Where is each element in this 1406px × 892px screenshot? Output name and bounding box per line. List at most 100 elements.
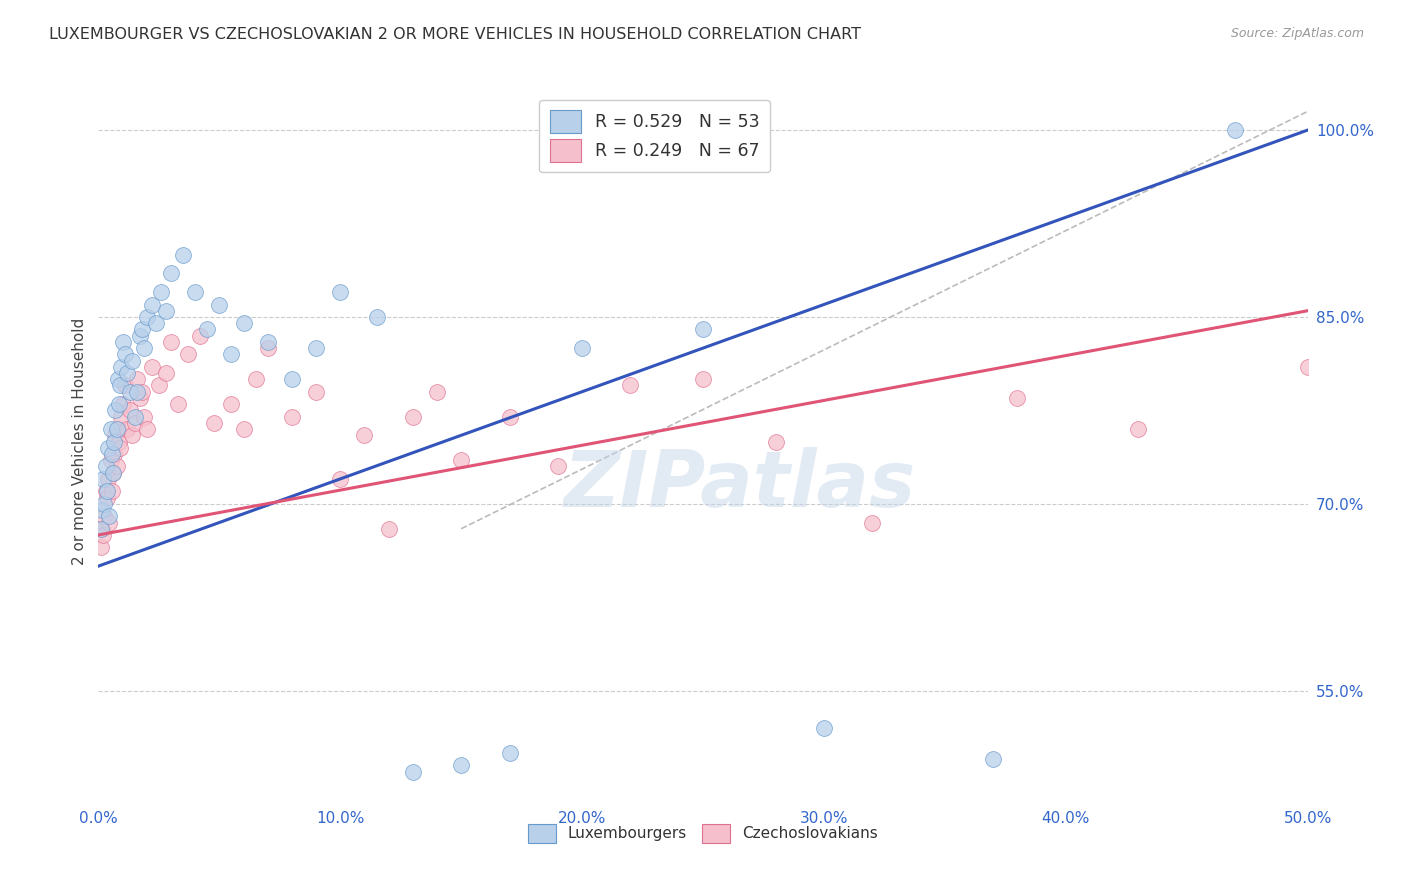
Point bbox=[121, 353, 143, 368]
Point bbox=[131, 322, 153, 336]
Point bbox=[131, 384, 153, 399]
Point bbox=[232, 316, 254, 330]
Point bbox=[232, 422, 254, 436]
Point bbox=[117, 422, 139, 436]
Point bbox=[141, 297, 163, 311]
Point bbox=[91, 472, 114, 486]
Point bbox=[134, 409, 156, 424]
Point bbox=[108, 434, 131, 449]
Point bbox=[377, 522, 399, 536]
Point bbox=[498, 409, 520, 424]
Point bbox=[426, 384, 449, 399]
Point bbox=[97, 441, 120, 455]
Text: ZIPatlas: ZIPatlas bbox=[564, 447, 915, 523]
Point bbox=[450, 758, 472, 772]
Point bbox=[141, 359, 163, 374]
Point bbox=[148, 378, 170, 392]
Point bbox=[1344, 665, 1367, 679]
Point bbox=[145, 316, 167, 330]
Point bbox=[108, 397, 131, 411]
Point bbox=[155, 303, 177, 318]
Point bbox=[208, 297, 231, 311]
Point bbox=[124, 409, 146, 424]
Point bbox=[329, 472, 352, 486]
Point bbox=[98, 516, 121, 530]
Point bbox=[571, 341, 593, 355]
Point bbox=[619, 378, 641, 392]
Point bbox=[93, 509, 115, 524]
Point bbox=[245, 372, 267, 386]
Y-axis label: 2 or more Vehicles in Household: 2 or more Vehicles in Household bbox=[72, 318, 87, 566]
Point bbox=[155, 366, 177, 380]
Point bbox=[184, 285, 207, 299]
Point bbox=[128, 328, 150, 343]
Point bbox=[96, 484, 118, 499]
Text: LUXEMBOURGER VS CZECHOSLOVAKIAN 2 OR MORE VEHICLES IN HOUSEHOLD CORRELATION CHAR: LUXEMBOURGER VS CZECHOSLOVAKIAN 2 OR MOR… bbox=[49, 27, 862, 42]
Point bbox=[204, 416, 226, 430]
Point bbox=[105, 422, 128, 436]
Point bbox=[498, 746, 520, 760]
Point bbox=[450, 453, 472, 467]
Point bbox=[281, 372, 304, 386]
Point bbox=[118, 384, 141, 399]
Point bbox=[100, 447, 122, 461]
Point bbox=[124, 416, 146, 430]
Point bbox=[100, 453, 122, 467]
Point bbox=[121, 428, 143, 442]
Point bbox=[108, 441, 131, 455]
Point bbox=[103, 434, 125, 449]
Point bbox=[221, 347, 243, 361]
Point bbox=[104, 428, 127, 442]
Point bbox=[91, 528, 114, 542]
Point bbox=[135, 310, 157, 324]
Point bbox=[100, 484, 122, 499]
Point bbox=[107, 422, 129, 436]
Point bbox=[172, 248, 194, 262]
Point bbox=[111, 334, 134, 349]
Point bbox=[105, 459, 128, 474]
Point bbox=[547, 459, 569, 474]
Point bbox=[692, 322, 714, 336]
Point bbox=[1128, 422, 1150, 436]
Point bbox=[96, 491, 118, 505]
Point bbox=[402, 764, 425, 779]
Point bbox=[127, 384, 149, 399]
Point bbox=[981, 752, 1004, 766]
Point bbox=[167, 397, 190, 411]
Point bbox=[110, 359, 132, 374]
Point bbox=[127, 372, 149, 386]
Point bbox=[117, 366, 139, 380]
Point bbox=[692, 372, 714, 386]
Point bbox=[101, 466, 124, 480]
Point bbox=[134, 341, 156, 355]
Text: Source: ZipAtlas.com: Source: ZipAtlas.com bbox=[1230, 27, 1364, 40]
Point bbox=[135, 422, 157, 436]
Point bbox=[114, 347, 136, 361]
Point bbox=[103, 447, 125, 461]
Point bbox=[110, 409, 132, 424]
Point bbox=[91, 522, 114, 536]
Point bbox=[160, 266, 183, 280]
Point bbox=[256, 341, 278, 355]
Point bbox=[107, 372, 129, 386]
Point bbox=[91, 503, 114, 517]
Point bbox=[305, 384, 328, 399]
Point bbox=[366, 310, 388, 324]
Point bbox=[188, 328, 211, 343]
Point bbox=[765, 434, 787, 449]
Point bbox=[1007, 391, 1029, 405]
Point bbox=[94, 484, 117, 499]
Point bbox=[111, 397, 134, 411]
Point bbox=[90, 541, 112, 555]
Point bbox=[256, 334, 278, 349]
Point bbox=[114, 378, 136, 392]
Point bbox=[353, 428, 375, 442]
Point bbox=[305, 341, 328, 355]
Point bbox=[128, 391, 150, 405]
Point bbox=[1223, 123, 1246, 137]
Point bbox=[177, 347, 200, 361]
Point bbox=[221, 397, 243, 411]
Point bbox=[195, 322, 218, 336]
Point bbox=[160, 334, 183, 349]
Point bbox=[98, 509, 121, 524]
